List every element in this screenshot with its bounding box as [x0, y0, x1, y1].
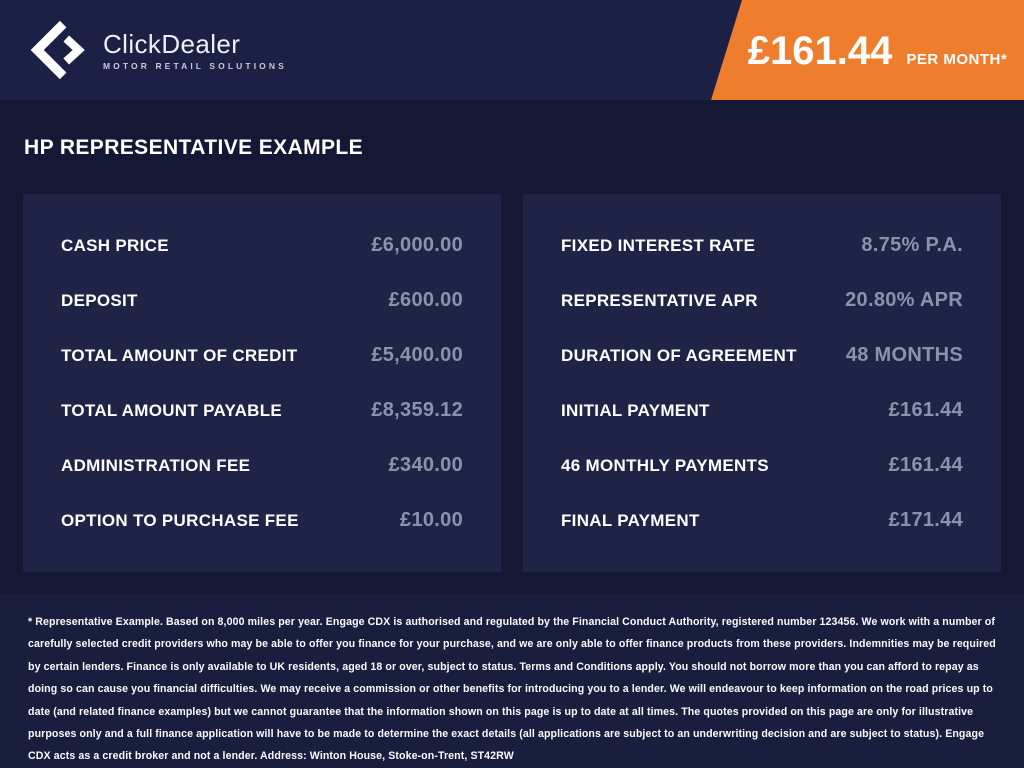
finance-row-label: TOTAL AMOUNT PAYABLE	[61, 400, 283, 420]
finance-row-label: ADMINISTRATION FEE	[61, 455, 251, 475]
finance-row-label: TOTAL AMOUNT OF CREDIT	[61, 345, 298, 365]
finance-row-value: 48 MONTHS	[845, 344, 963, 366]
finance-row-value: 8.75% P.A.	[861, 234, 963, 256]
finance-row-total-payable: TOTAL AMOUNT PAYABLE £8,359.12	[61, 383, 463, 438]
finance-row-value: £340.00	[388, 454, 463, 476]
logo-text: ClickDealer MOTOR RETAIL SOLUTIONS	[103, 30, 287, 71]
price-period-label: PER MONTH*	[906, 51, 1008, 68]
finance-row-value: £161.44	[888, 399, 963, 421]
finance-panel-left: CASH PRICE £6,000.00 DEPOSIT £600.00 TOT…	[23, 194, 501, 572]
header: ClickDealer MOTOR RETAIL SOLUTIONS £161.…	[0, 0, 1024, 100]
finance-row-representative-apr: REPRESENTATIVE APR 20.80% APR	[561, 273, 963, 328]
clickdealer-chevrons-icon	[30, 21, 85, 79]
disclaimer-text: * Representative Example. Based on 8,000…	[28, 616, 996, 763]
finance-row-label: FINAL PAYMENT	[561, 510, 700, 530]
finance-row-value: 20.80% APR	[845, 289, 963, 311]
finance-row-label: INITIAL PAYMENT	[561, 400, 710, 420]
finance-row-fixed-interest-rate: FIXED INTEREST RATE 8.75% P.A.	[561, 218, 963, 273]
clickdealer-logo: ClickDealer MOTOR RETAIL SOLUTIONS	[30, 0, 287, 100]
finance-panel-right: FIXED INTEREST RATE 8.75% P.A. REPRESENT…	[523, 194, 1001, 572]
disclaimer-footer: * Representative Example. Based on 8,000…	[0, 594, 1024, 768]
finance-row-deposit: DEPOSIT £600.00	[61, 273, 463, 328]
finance-row-label: FIXED INTEREST RATE	[561, 235, 756, 255]
main-content: HP REPRESENTATIVE EXAMPLE CASH PRICE £6,…	[0, 100, 1024, 594]
finance-row-value: £5,400.00	[371, 344, 463, 366]
monthly-price: £161.44	[747, 29, 893, 73]
price-banner: £161.44 PER MONTH*	[711, 0, 1024, 100]
finance-row-label: 46 MONTHLY PAYMENTS	[561, 455, 769, 475]
finance-row-value: £600.00	[388, 289, 463, 311]
finance-panels: CASH PRICE £6,000.00 DEPOSIT £600.00 TOT…	[0, 194, 1024, 572]
finance-row-label: DURATION OF AGREEMENT	[561, 345, 797, 365]
finance-row-final-payment: FINAL PAYMENT £171.44	[561, 493, 963, 548]
finance-row-initial-payment: INITIAL PAYMENT £161.44	[561, 383, 963, 438]
finance-row-admin-fee: ADMINISTRATION FEE £340.00	[61, 438, 463, 493]
page-title: HP REPRESENTATIVE EXAMPLE	[24, 136, 364, 159]
finance-row-value: £171.44	[888, 509, 963, 531]
finance-row-option-to-purchase-fee: OPTION TO PURCHASE FEE £10.00	[61, 493, 463, 548]
finance-row-value: £8,359.12	[371, 399, 463, 421]
logo-name: ClickDealer	[103, 28, 241, 59]
finance-row-value: £161.44	[888, 454, 963, 476]
finance-row-cash-price: CASH PRICE £6,000.00	[61, 218, 463, 273]
finance-row-total-credit: TOTAL AMOUNT OF CREDIT £5,400.00	[61, 328, 463, 383]
finance-row-monthly-payments: 46 MONTHLY PAYMENTS £161.44	[561, 438, 963, 493]
logo-tagline: MOTOR RETAIL SOLUTIONS	[103, 60, 287, 71]
finance-row-value: £10.00	[400, 509, 463, 531]
finance-row-label: CASH PRICE	[61, 235, 169, 255]
finance-row-label: REPRESENTATIVE APR	[561, 290, 758, 310]
finance-row-label: OPTION TO PURCHASE FEE	[61, 510, 299, 530]
finance-row-value: £6,000.00	[371, 234, 463, 256]
finance-row-duration: DURATION OF AGREEMENT 48 MONTHS	[561, 328, 963, 383]
finance-row-label: DEPOSIT	[61, 290, 138, 310]
